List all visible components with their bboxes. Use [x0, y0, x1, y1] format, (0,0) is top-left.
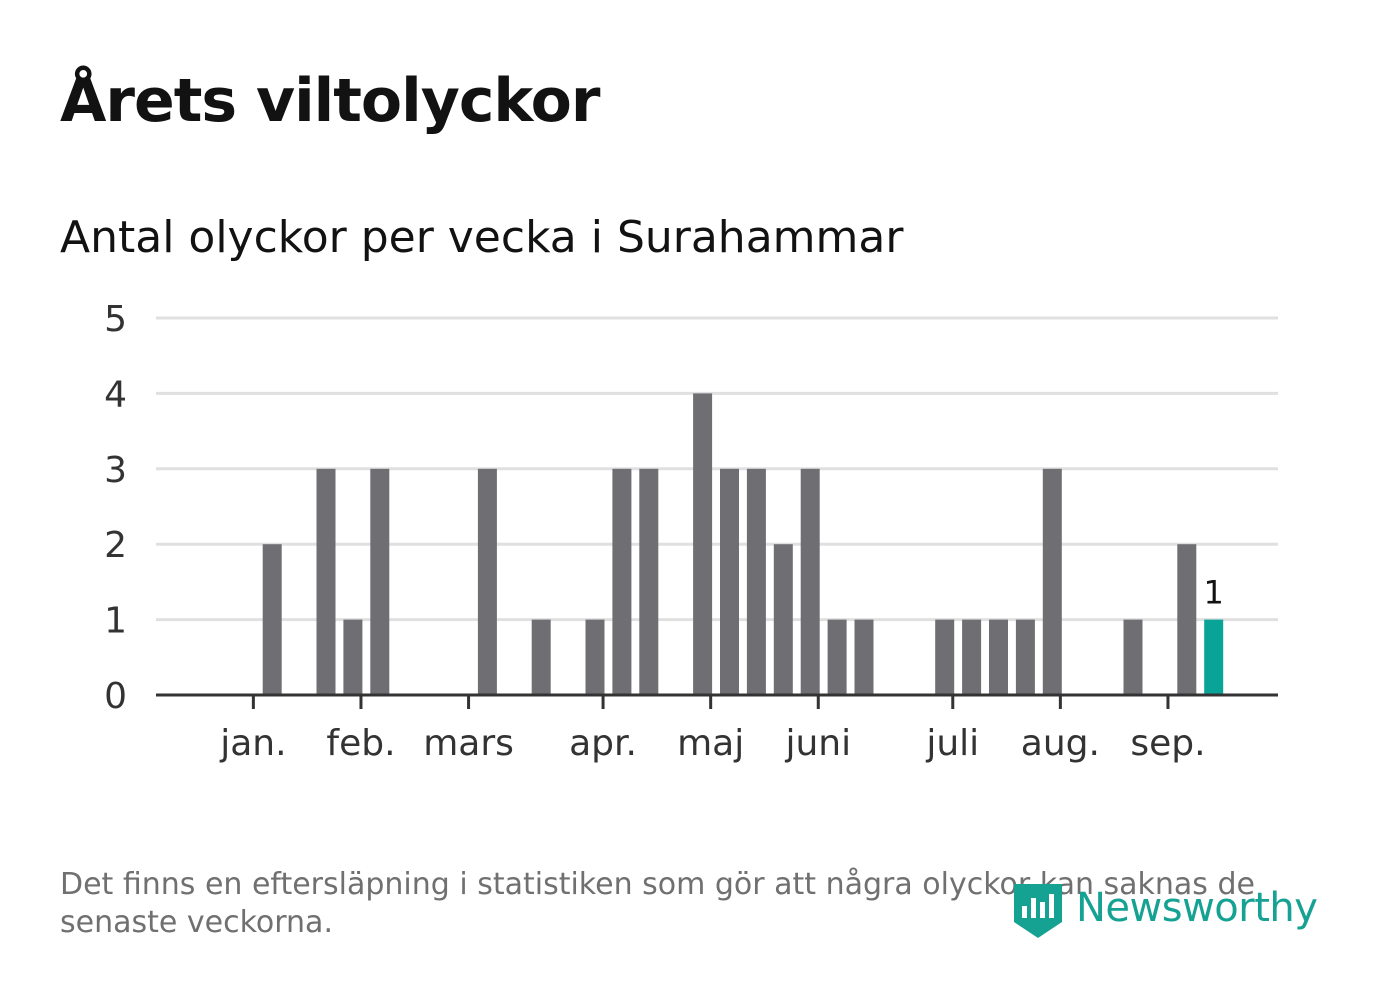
newsworthy-logo-text: Newsworthy: [1076, 885, 1318, 931]
gridlines: [156, 316, 1278, 622]
bar[interactable]: [1177, 544, 1197, 695]
y-tick-label: 0: [104, 676, 127, 717]
x-axis-ticks: jan. feb. mars apr. maj juni juli aug. sep.: [219, 695, 1206, 764]
bar[interactable]: [962, 619, 982, 695]
bars: 1: [262, 393, 1224, 695]
bar-highlight[interactable]: [1204, 619, 1224, 695]
bar[interactable]: [262, 544, 282, 695]
y-tick-label: 1: [104, 601, 127, 642]
bar[interactable]: [477, 468, 497, 695]
bar[interactable]: [693, 393, 713, 695]
bar[interactable]: [989, 619, 1008, 695]
bar[interactable]: [585, 619, 605, 695]
bar[interactable]: [343, 619, 363, 695]
bar[interactable]: [800, 468, 820, 695]
bar[interactable]: [773, 544, 793, 695]
y-tick-label: 4: [104, 374, 127, 415]
bar[interactable]: [612, 468, 632, 695]
bar[interactable]: [746, 468, 766, 695]
chart-title: Årets viltolyckor: [60, 66, 600, 136]
x-tick-label: sep.: [1130, 723, 1205, 764]
bar[interactable]: [531, 619, 551, 695]
bar[interactable]: [639, 468, 659, 695]
chart-subtitle: Antal olyckor per vecka i Surahammar: [60, 212, 904, 263]
bar[interactable]: [370, 468, 390, 695]
y-tick-label: 5: [104, 299, 127, 340]
x-tick-label: jan.: [219, 723, 286, 764]
bar[interactable]: [1042, 468, 1062, 695]
x-tick-label: feb.: [326, 723, 395, 764]
bar[interactable]: [720, 468, 739, 695]
highlight-value-label: 1: [1204, 574, 1224, 612]
bar[interactable]: [316, 468, 336, 695]
bar[interactable]: [1015, 619, 1035, 695]
y-tick-label: 3: [104, 450, 127, 491]
y-axis-ticks: 0 1 2 3 4 5: [104, 299, 127, 717]
x-tick-label: apr.: [569, 723, 637, 764]
x-tick-label: maj: [677, 723, 744, 764]
bar[interactable]: [827, 619, 847, 695]
bar[interactable]: [935, 619, 955, 695]
newsworthy-logo[interactable]: Newsworthy: [1010, 876, 1318, 940]
bar[interactable]: [1123, 619, 1143, 695]
x-tick-label: juni: [784, 723, 851, 764]
bar[interactable]: [854, 619, 874, 695]
newsworthy-logo-icon: [1014, 884, 1062, 938]
y-tick-label: 2: [104, 525, 127, 566]
x-tick-label: aug.: [1021, 723, 1100, 764]
bar-chart: 0 1 2 3 4 5 1 jan. feb. mars apr. maj juni juli aug.…: [104, 299, 1278, 764]
x-tick-label: mars: [423, 723, 514, 764]
x-tick-label: juli: [925, 723, 979, 764]
